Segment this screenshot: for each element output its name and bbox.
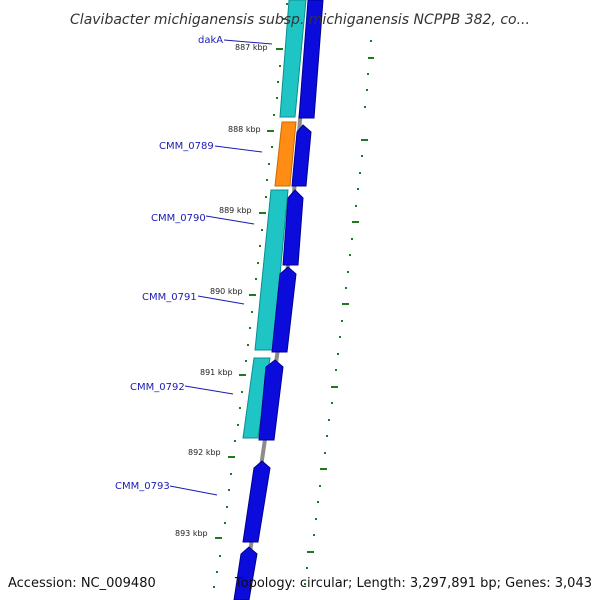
gene-label-CMM_0790[interactable]: CMM_0790 <box>151 213 206 224</box>
gene-forward-4[interactable] <box>271 266 297 353</box>
gene-forward-2[interactable] <box>291 124 312 187</box>
gene-forward-3[interactable] <box>282 189 304 266</box>
gene-label-CMM_0792[interactable]: CMM_0792 <box>130 382 185 393</box>
kbp-label-888: 888 kbp <box>228 125 261 134</box>
reverse-strand-genes <box>242 0 307 439</box>
kbp-label-890: 890 kbp <box>210 287 243 296</box>
map-title: Clavibacter michiganensis subsp. michiga… <box>70 12 530 28</box>
gene-label-dakA[interactable]: dakA <box>198 35 223 46</box>
gene-CMM_0789-segment[interactable] <box>274 121 297 187</box>
gene-label-CMM_0791[interactable]: CMM_0791 <box>142 292 197 303</box>
inner-tick-row <box>213 3 288 588</box>
kbp-label-891: 891 kbp <box>200 368 233 377</box>
gene-forward-6[interactable] <box>242 460 271 543</box>
kbp-label-892: 892 kbp <box>188 448 221 457</box>
gene-label-lines <box>169 39 273 496</box>
accession-label: Accession: NC_009480 <box>8 576 156 591</box>
genome-summary: Topology: circular; Length: 3,297,891 bp… <box>234 576 592 591</box>
gene-CMM_0792-segment[interactable] <box>242 357 271 439</box>
outer-tick-row <box>304 40 374 585</box>
kbp-label-889: 889 kbp <box>219 206 252 215</box>
gene-forward-7[interactable] <box>233 546 258 600</box>
gene-forward-5[interactable] <box>258 359 284 441</box>
gene-label-CMM_0789[interactable]: CMM_0789 <box>159 141 214 152</box>
gene-dakA-segment[interactable] <box>279 0 307 118</box>
gene-label-CMM_0793[interactable]: CMM_0793 <box>115 481 170 492</box>
kbp-label-893: 893 kbp <box>175 529 208 538</box>
kbp-label-887: 887 kbp <box>235 43 268 52</box>
forward-strand-genes <box>233 0 324 600</box>
gene-forward-1[interactable] <box>298 0 324 119</box>
